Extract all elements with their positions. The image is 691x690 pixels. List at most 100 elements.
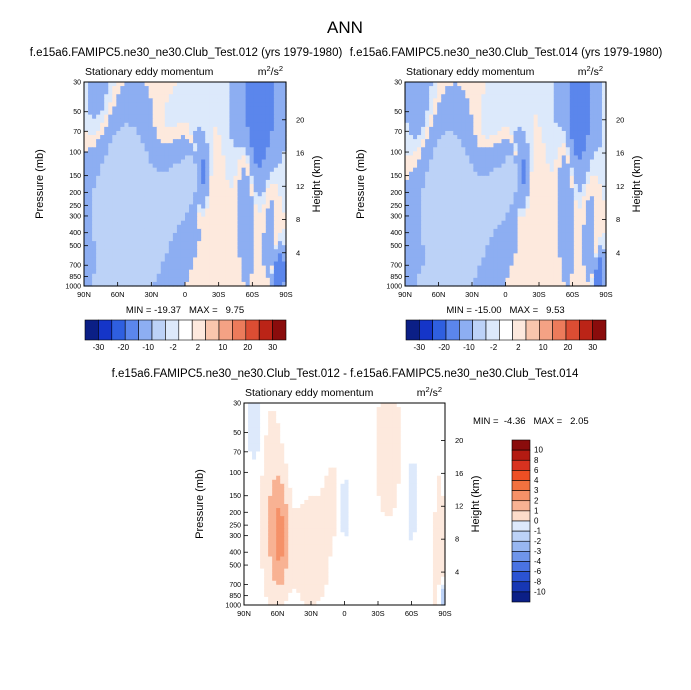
x-tick-label: 0 xyxy=(503,290,507,299)
y-tick-label: 250 xyxy=(390,203,402,210)
colorbar-label: 30 xyxy=(268,343,277,352)
y-tick-label: 70 xyxy=(73,129,81,136)
panel-field-label: Stationary eddy momentum xyxy=(85,66,214,78)
y-tick-label: 1000 xyxy=(65,284,81,291)
y-tick-label: 250 xyxy=(229,523,241,530)
y-tick-label: 50 xyxy=(233,430,241,437)
height-tick-label: 4 xyxy=(616,248,620,257)
colorbar-label: 2 xyxy=(196,343,201,352)
height-tick-label: 16 xyxy=(455,469,463,478)
panel-title: f.e15a6.FAMIPC5.ne30_ne30.Club_Test.012 … xyxy=(112,368,579,380)
y-axis-title: Pressure (mb) xyxy=(194,469,206,539)
x-tick-label: 30S xyxy=(532,290,545,299)
x-tick-label: 60N xyxy=(432,290,446,299)
height-tick-label: 12 xyxy=(455,502,463,511)
y-tick-label: 50 xyxy=(73,109,81,116)
y-tick-label: 400 xyxy=(390,230,402,237)
stats-label: MIN = -19.37 MAX = 9.75 xyxy=(126,305,244,316)
y-tick-label: 700 xyxy=(69,263,81,270)
colorbar-label: 20 xyxy=(243,343,252,352)
x-tick-label: 30N xyxy=(304,609,318,618)
colorbar-label: 10 xyxy=(534,446,543,455)
y-axis-title: Pressure (mb) xyxy=(355,149,367,219)
panel-units-label: m2/s2 xyxy=(258,64,283,78)
colorbar-label: -2 xyxy=(490,343,498,352)
panel-title: f.e15a6.FAMIPC5.ne30_ne30.Club_Test.014 … xyxy=(350,47,663,59)
colorbar-label: -1 xyxy=(534,527,542,536)
y-tick-label: 500 xyxy=(69,243,81,250)
colorbar-label: 30 xyxy=(588,343,597,352)
y-tick-label: 100 xyxy=(229,470,241,477)
height-tick-label: 20 xyxy=(296,115,304,124)
colorbar-label: 2 xyxy=(516,343,521,352)
y-tick-label: 300 xyxy=(69,213,81,220)
y-tick-label: 700 xyxy=(229,582,241,589)
colorbar-label: -10 xyxy=(534,587,546,596)
height-tick-label: 16 xyxy=(296,149,304,158)
colorbar-label: -4 xyxy=(534,557,542,566)
x-tick-label: 60S xyxy=(246,290,259,299)
figure-title: ANN xyxy=(327,18,363,37)
colorbar-label: -10 xyxy=(142,343,154,352)
panel-field-label: Stationary eddy momentum xyxy=(406,66,535,78)
stats-label: MIN = -4.36 MAX = 2.05 xyxy=(473,416,589,427)
x-tick-label: 90N xyxy=(77,290,91,299)
colorbar-label: 1 xyxy=(534,506,539,515)
y-tick-label: 150 xyxy=(69,173,81,180)
colorbar-label: -20 xyxy=(438,343,450,352)
height-tick-label: 20 xyxy=(616,115,624,124)
y-tick-label: 100 xyxy=(69,150,81,157)
y2-axis-title: Height (km) xyxy=(470,476,482,533)
y2-axis-title: Height (km) xyxy=(631,156,643,213)
y-tick-label: 850 xyxy=(229,593,241,600)
colorbar-label: 10 xyxy=(539,343,548,352)
height-tick-label: 8 xyxy=(296,215,300,224)
x-tick-label: 60N xyxy=(271,609,285,618)
colorbar-label: -10 xyxy=(463,343,475,352)
field-cells xyxy=(244,403,446,606)
x-tick-label: 90N xyxy=(237,609,251,618)
y-axis-title: Pressure (mb) xyxy=(34,149,46,219)
height-tick-label: 20 xyxy=(455,436,463,445)
y-tick-label: 400 xyxy=(69,230,81,237)
x-tick-label: 90S xyxy=(599,290,612,299)
y-tick-label: 300 xyxy=(229,533,241,540)
colorbar-label: -20 xyxy=(118,343,130,352)
x-tick-label: 30S xyxy=(371,609,384,618)
colorbar-label: -3 xyxy=(534,547,542,556)
y2-axis-title: Height (km) xyxy=(311,156,323,213)
colorbar-label: -30 xyxy=(93,343,105,352)
colorbar-label: -2 xyxy=(534,537,542,546)
y-tick-label: 850 xyxy=(390,274,402,281)
height-tick-label: 12 xyxy=(296,182,304,191)
panel-field-label: Stationary eddy momentum xyxy=(245,387,374,399)
stats-label: MIN = -15.00 MAX = 9.53 xyxy=(446,305,564,316)
chart-panel-3: f.e15a6.FAMIPC5.ne30_ne30.Club_Test.012 … xyxy=(112,368,589,618)
colorbar-label: 2 xyxy=(534,496,539,505)
y-tick-label: 70 xyxy=(233,449,241,456)
panels: f.e15a6.FAMIPC5.ne30_ne30.Club_Test.012 … xyxy=(30,47,663,618)
height-tick-label: 8 xyxy=(455,535,459,544)
y-tick-label: 50 xyxy=(394,109,402,116)
y-tick-label: 500 xyxy=(229,563,241,570)
x-tick-label: 90N xyxy=(398,290,412,299)
x-tick-label: 90S xyxy=(438,609,451,618)
x-tick-label: 90S xyxy=(279,290,292,299)
height-tick-label: 8 xyxy=(616,215,620,224)
colorbar-label: 3 xyxy=(534,486,539,495)
colorbar-label: 0 xyxy=(534,517,539,526)
y-tick-label: 200 xyxy=(229,510,241,517)
x-tick-label: 30S xyxy=(212,290,225,299)
colorbar-horizontal-1: -30 -20 -10 -2 2 10 20 30 xyxy=(84,319,287,352)
x-tick-label: 60S xyxy=(405,609,418,618)
y-tick-label: 100 xyxy=(390,150,402,157)
y-tick-label: 500 xyxy=(390,243,402,250)
y-tick-label: 250 xyxy=(69,203,81,210)
field-cells xyxy=(405,82,607,287)
y-tick-label: 400 xyxy=(229,550,241,557)
height-tick-label: 4 xyxy=(296,248,300,257)
y-tick-label: 30 xyxy=(394,80,402,87)
x-tick-label: 60S xyxy=(566,290,579,299)
colorbar-label: -6 xyxy=(534,567,542,576)
